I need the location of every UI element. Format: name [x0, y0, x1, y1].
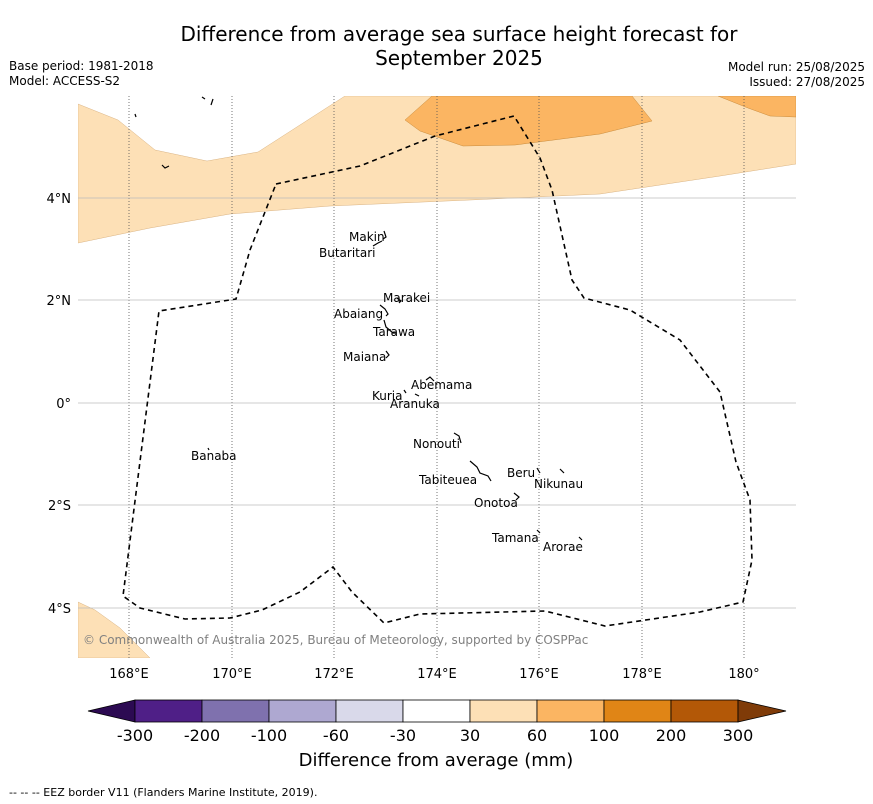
- colorbar-block-7: [603, 699, 672, 723]
- label-aranuka: Aranuka: [390, 397, 440, 411]
- colorbar-label-60: 60: [526, 726, 548, 745]
- eez-legend-note: -- -- -- EEZ border V11 (Flanders Marine…: [9, 786, 318, 799]
- model-name: Model: ACCESS-S2: [9, 74, 121, 88]
- title-line-2: September 2025: [375, 46, 543, 70]
- colorbar-label-neg100: -100: [250, 726, 288, 745]
- anomaly-region-30-60-north: [78, 96, 796, 244]
- colorbar-block-2: [268, 699, 337, 723]
- colorbar-title: Difference from average (mm): [298, 750, 574, 771]
- colorbar-over-arrow: [737, 699, 787, 723]
- anomaly-region-60-100-north: [404, 96, 653, 147]
- lon-label-180: 180°: [728, 667, 759, 682]
- label-abaiang: Abaiang: [334, 307, 383, 321]
- coast-tamana: [536, 529, 541, 534]
- colorbar-label-neg200: -200: [183, 726, 221, 745]
- coast-maiana: [385, 350, 390, 359]
- label-banaba: Banaba: [191, 449, 237, 463]
- coast-top-left-4: [161, 164, 170, 169]
- coast-aranuka: [414, 393, 420, 397]
- latitude-gridlines: [78, 197, 796, 609]
- coast-top-left-2: [201, 96, 206, 100]
- island-labels: Makin Butaritari Marakei Abaiang Tarawa …: [191, 230, 583, 554]
- copyright-notice: © Commonwealth of Australia 2025, Bureau…: [83, 633, 588, 647]
- lat-label-4n: 4°N: [47, 192, 72, 207]
- coast-nonouti: [453, 432, 462, 444]
- coast-arorae: [578, 536, 583, 541]
- colorbar-under-arrow: [87, 699, 136, 723]
- latitude-axis-labels: 4°N 2°N 0° 2°S 4°S: [47, 192, 72, 617]
- lon-label-176e: 176°E: [519, 667, 559, 682]
- base-period: Base period: 1981-2018: [9, 59, 154, 73]
- map-area: Makin Butaritari Marakei Abaiang Tarawa …: [78, 96, 796, 658]
- lon-label-178e: 178°E: [622, 667, 662, 682]
- anomaly-region-30-60-southwest: [78, 601, 151, 658]
- coast-butaritari: [372, 240, 383, 247]
- colorbar-block-6: [536, 699, 605, 723]
- label-butaritari: Butaritari: [319, 246, 376, 260]
- label-makin: Makin: [349, 230, 385, 244]
- longitude-gridlines: [128, 96, 745, 658]
- coast-abaiang: [379, 304, 389, 317]
- colorbar-block-8: [670, 699, 739, 723]
- lon-label-170e: 170°E: [212, 667, 252, 682]
- colorbar-block-3: [335, 699, 404, 723]
- coast-top-left-3: [210, 98, 214, 106]
- issued-date: Issued: 27/08/2025: [749, 75, 865, 89]
- coast-makin: [382, 230, 387, 240]
- label-tamana: Tamana: [491, 531, 539, 545]
- coast-beru: [536, 467, 541, 474]
- longitude-axis-labels: 168°E 170°E 172°E 174°E 176°E 178°E 180°: [109, 667, 759, 682]
- colorbar-block-1: [201, 699, 270, 723]
- coast-abemama: [425, 376, 435, 382]
- lat-label-4s: 4°S: [48, 602, 71, 617]
- coast-kuria: [403, 389, 407, 394]
- colorbar-label-30: 30: [459, 726, 481, 745]
- label-nikunau: Nikunau: [534, 477, 583, 491]
- lat-label-2s: 2°S: [48, 499, 71, 514]
- colorbar-block-5: [469, 699, 538, 723]
- label-arorae: Arorae: [543, 540, 583, 554]
- map-title: Difference from average sea surface heig…: [130, 22, 788, 70]
- model-run: Model run: 25/08/2025: [727, 60, 865, 74]
- coast-tarawa: [383, 319, 396, 334]
- meta-left: Base period: 1981-2018 Model: ACCESS-S2: [9, 59, 154, 89]
- colorbar-label-neg30: -30: [389, 726, 417, 745]
- anomaly-region-60-100-northeast: [717, 96, 796, 118]
- coast-marakei: [396, 297, 402, 304]
- coast-nikunau: [559, 468, 565, 474]
- colorbar-block-4: [402, 699, 471, 723]
- title-line-1: Difference from average sea surface heig…: [180, 22, 738, 46]
- label-kuria: Kuria: [372, 389, 403, 403]
- coast-banaba: [207, 447, 210, 451]
- label-onotoa: Onotoa: [474, 496, 518, 510]
- colorbar-label-neg300: -300: [116, 726, 154, 745]
- coast-top-left-1: [134, 113, 137, 118]
- lon-label-168e: 168°E: [109, 667, 149, 682]
- label-maiana: Maiana: [343, 350, 386, 364]
- label-tabiteuea: Tabiteuea: [418, 473, 477, 487]
- lat-label-2n: 2°N: [47, 294, 72, 309]
- meta-right: Model run: 25/08/2025 Issued: 27/08/2025: [728, 60, 865, 90]
- label-nonouti: Nonouti: [413, 437, 460, 451]
- colorbar-label-200: 200: [655, 726, 687, 745]
- coast-onotoa: [513, 492, 520, 501]
- coastlines: [134, 96, 583, 541]
- colorbar-label-neg60: -60: [322, 726, 350, 745]
- label-tarawa: Tarawa: [372, 325, 415, 339]
- coast-tabiteuea: [469, 460, 492, 482]
- label-abemama: Abemama: [411, 378, 472, 392]
- label-marakei: Marakei: [383, 291, 430, 305]
- lon-label-172e: 172°E: [314, 667, 354, 682]
- colorbar-label-300: 300: [722, 726, 754, 745]
- colorbar: [87, 699, 787, 723]
- lon-label-174e: 174°E: [417, 667, 457, 682]
- colorbar-block-0: [134, 699, 203, 723]
- lat-label-0: 0°: [56, 397, 71, 412]
- label-beru: Beru: [507, 466, 535, 480]
- colorbar-label-100: 100: [588, 726, 620, 745]
- colorbar-blocks: [134, 699, 739, 723]
